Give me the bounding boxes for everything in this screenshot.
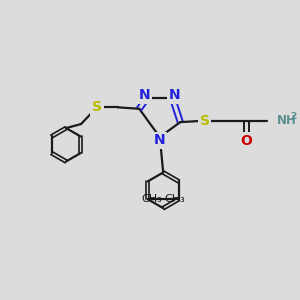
Text: 2: 2 [291, 112, 297, 121]
Text: N: N [169, 88, 181, 102]
Text: NH: NH [277, 114, 297, 127]
Text: S: S [200, 114, 210, 128]
Text: CH₃: CH₃ [142, 194, 163, 204]
Text: N: N [154, 134, 166, 148]
Text: CH₃: CH₃ [164, 194, 184, 204]
Text: O: O [240, 134, 252, 148]
Text: S: S [92, 100, 102, 114]
Text: N: N [139, 88, 151, 102]
